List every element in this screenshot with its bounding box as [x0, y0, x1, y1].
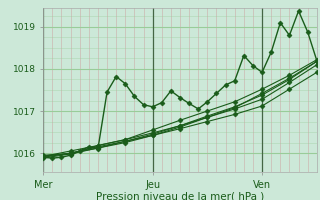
X-axis label: Pression niveau de la mer( hPa ): Pression niveau de la mer( hPa ) [96, 191, 264, 200]
